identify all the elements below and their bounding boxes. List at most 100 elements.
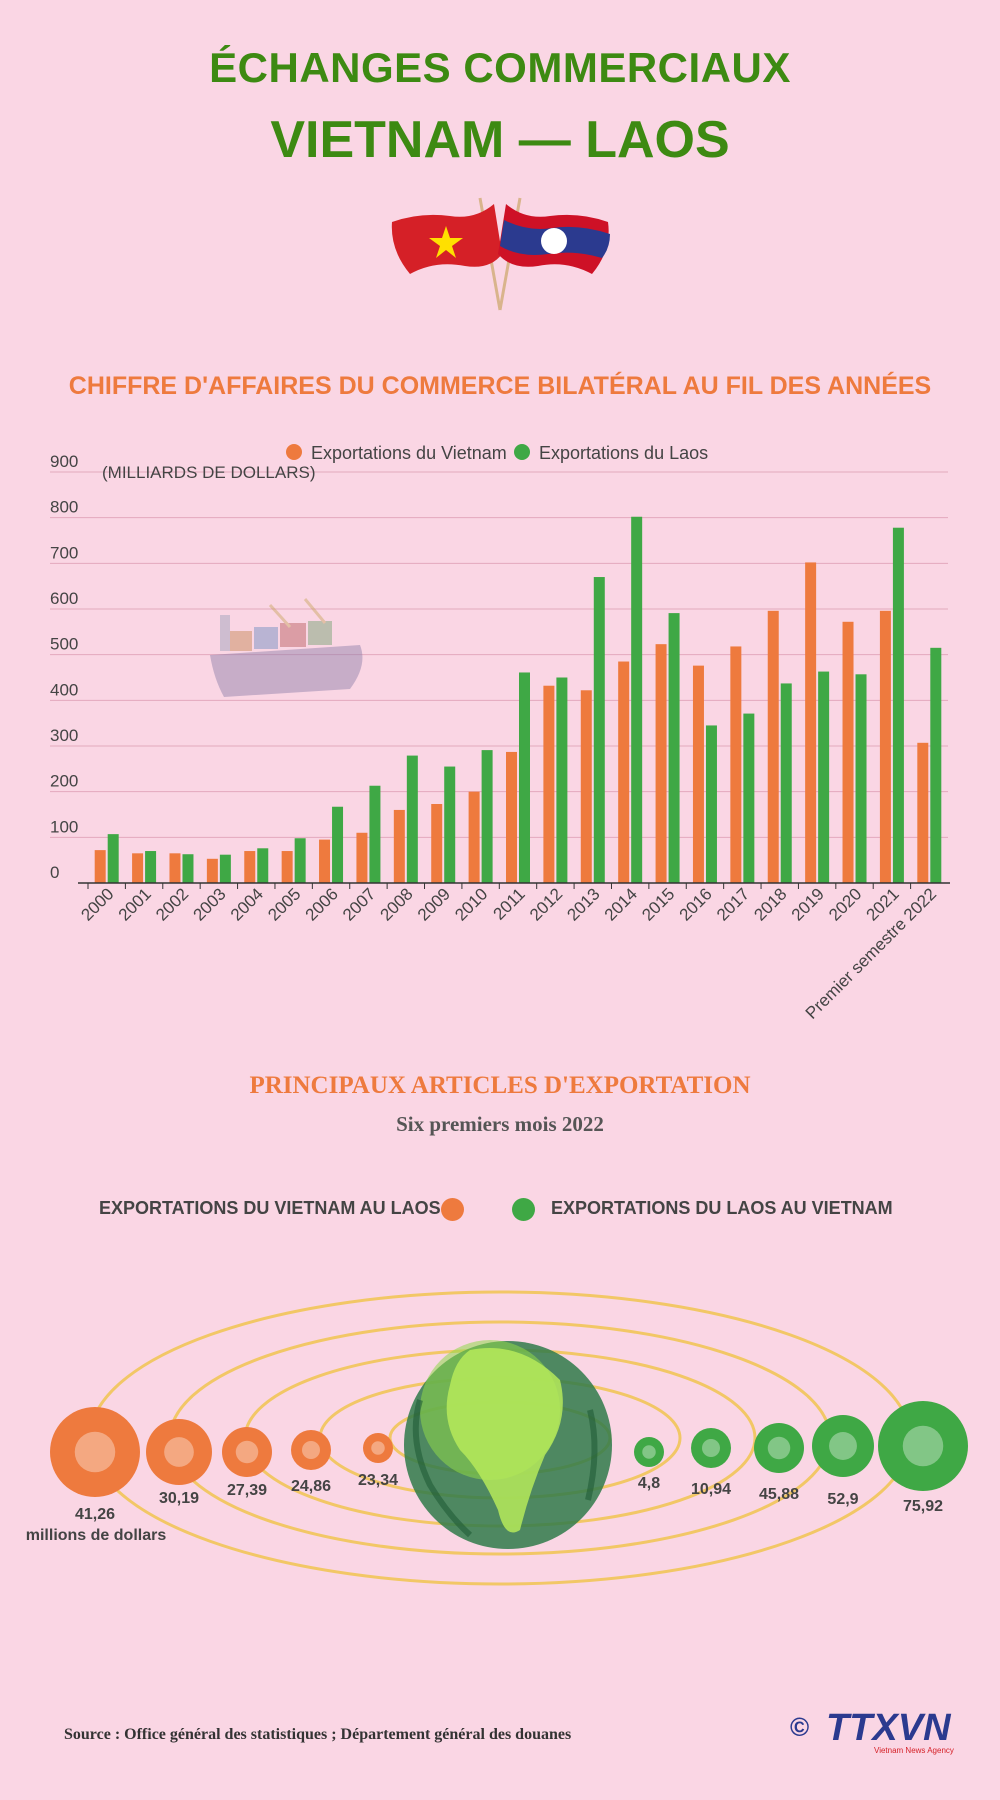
vegetables-icon [363, 1433, 393, 1463]
x-tick-label: 2020 [825, 884, 865, 924]
bar-vietnam-16 [692, 665, 704, 883]
bar-laos-13 [593, 577, 605, 883]
x-tick-label: 2007 [339, 884, 379, 924]
bar-vietnam-14 [618, 661, 630, 883]
vietnam-export-bubble [146, 1419, 212, 1485]
bar-laos-18 [780, 683, 792, 883]
bar-vietnam-17 [730, 646, 742, 883]
chart-grid [50, 471, 948, 838]
exports-title: PRINCIPAUX ARTICLES D'EXPORTATION [249, 1072, 751, 1099]
rubber-icon [691, 1428, 731, 1468]
x-tick-label: 2017 [713, 884, 753, 924]
laos-export-bubble [754, 1423, 804, 1473]
y-tick-label: 700 [50, 543, 78, 562]
bar-laos-3 [219, 854, 231, 883]
x-tick-label: 2005 [264, 884, 304, 924]
x-tick-label: 2004 [227, 884, 267, 924]
laos-export-value: 75,92 [903, 1498, 943, 1515]
legend-laos-marker [514, 444, 530, 460]
source-note: Source : Office général des statistiques… [64, 1726, 572, 1743]
steel-pipes-icon [50, 1407, 140, 1497]
bar-vietnam-13 [580, 690, 592, 883]
x-tick-label: 2012 [526, 884, 566, 924]
fruit-icon [634, 1437, 664, 1467]
bar-laos-21 [892, 527, 904, 883]
bar-vietnam-7 [356, 832, 368, 883]
vietnam-export-bubble [363, 1433, 393, 1463]
y-axis: 0 100 200 300 400 500 600 700 800 900 [50, 452, 78, 882]
chart-legend: Exportations du Vietnam Exportations du … [286, 443, 708, 463]
exports-orbit-diagram: 41,26 30,19 27,39 24,86 23,34 4,8 10,94 45,88 52… [26, 1290, 968, 1586]
bar-vietnam-1 [132, 853, 144, 883]
vietnam-export-bubble [222, 1427, 272, 1477]
x-tick-label: 2014 [601, 884, 641, 924]
vietnam-export-value: 30,19 [159, 1490, 199, 1507]
x-tick-label: 2000 [77, 884, 117, 924]
y-tick-label: 300 [50, 726, 78, 745]
x-tick-label: 2015 [638, 884, 678, 924]
chart-title: CHIFFRE D'AFFAIRES DU COMMERCE BILATÉRAL… [68, 372, 932, 400]
page-title: ÉCHANGES COMMERCIAUX [209, 44, 791, 91]
bar-laos-10 [481, 750, 493, 883]
bar-vietnam-2 [169, 853, 181, 883]
bar-laos-16 [705, 725, 717, 883]
legend-laos-exports-label: EXPORTATIONS DU LAOS AU VIETNAM [551, 1198, 893, 1218]
laos-export-value: 4,8 [638, 1475, 660, 1492]
y-tick-label: 0 [50, 863, 59, 882]
bar-vietnam-5 [281, 851, 293, 883]
x-tick-label: 2016 [676, 884, 716, 924]
copyright-icon: © [790, 1712, 809, 1742]
vietnam-export-bubble-inner [371, 1441, 385, 1455]
x-tick-label: 2003 [190, 884, 230, 924]
bar-laos-15 [668, 613, 680, 883]
legend-vietnam-exports-dot [441, 1198, 464, 1221]
agricultural-products-icon [812, 1415, 874, 1477]
page-subtitle: VIETNAM — LAOS [270, 111, 730, 169]
laos-export-bubble [812, 1415, 874, 1477]
bar-vietnam-19 [805, 562, 817, 883]
bar-laos-0 [107, 834, 119, 883]
chart-bars [94, 516, 942, 883]
bar-laos-19 [818, 671, 830, 883]
bar-laos-6 [332, 806, 344, 883]
y-tick-label: 900 [50, 452, 78, 471]
x-tick-label: 2013 [563, 884, 603, 924]
x-tick-label: 2011 [490, 884, 529, 923]
legend-vietnam-label: Exportations du Vietnam [311, 443, 507, 463]
bar-laos-17 [743, 713, 755, 883]
laos-export-bubble-inner [767, 1436, 791, 1460]
vehicle-icon [291, 1430, 331, 1470]
unit-label: millions de dollars [26, 1527, 167, 1544]
bar-vietnam-4 [244, 851, 256, 883]
bar-vietnam-6 [319, 839, 331, 883]
bar-laos-12 [556, 677, 568, 883]
laos-export-bubble [878, 1401, 968, 1491]
bar-vietnam-21 [879, 610, 891, 883]
laos-export-bubble-inner [642, 1445, 656, 1459]
x-tick-label: 2019 [788, 884, 828, 924]
bar-laos-11 [519, 672, 530, 883]
x-tick-label: 2010 [451, 884, 491, 924]
oil-can-icon [146, 1419, 212, 1485]
bar-vietnam-3 [206, 858, 218, 883]
bar-vietnam-8 [393, 809, 405, 883]
bar-vietnam-9 [431, 803, 443, 883]
bar-vietnam-20 [842, 621, 854, 883]
bar-chart: 0 100 200 300 400 500 600 700 800 900 (MILLIARDS … [50, 443, 950, 1023]
vietnam-export-bubble-inner [164, 1437, 194, 1467]
x-axis: 2000200120022003200420052006200720082009… [77, 883, 940, 1023]
exports-subtitle: Six premiers mois 2022 [396, 1112, 604, 1136]
fertilizer-bag-icon [754, 1423, 804, 1473]
laos-export-bubble-inner [702, 1439, 720, 1457]
laos-export-bubble [634, 1437, 664, 1467]
legend-laos-exports-dot [512, 1198, 535, 1221]
vietnam-export-value: 24,86 [291, 1478, 331, 1495]
laos-export-value: 52,9 [827, 1491, 858, 1508]
star-icon [429, 226, 463, 258]
legend-vietnam-exports-label: EXPORTATIONS DU VIETNAM AU LAOS [99, 1198, 441, 1218]
vietnam-export-bubble [291, 1430, 331, 1470]
y-axis-label: (MILLIARDS DE DOLLARS) [102, 463, 316, 482]
wood-planks-icon [878, 1401, 968, 1491]
y-tick-label: 800 [50, 498, 78, 517]
laos-export-value: 10,94 [691, 1481, 731, 1498]
